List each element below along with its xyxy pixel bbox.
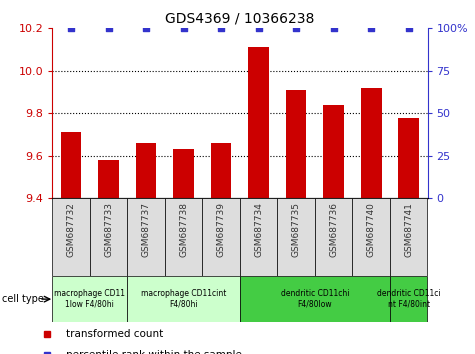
Bar [127,198,165,276]
Text: GSM687740: GSM687740 [367,202,376,257]
Point [368,25,375,31]
Text: percentile rank within the sample: percentile rank within the sample [66,350,242,354]
Text: GSM687734: GSM687734 [254,202,263,257]
Point [218,25,225,31]
Bar [52,198,90,276]
Bar [352,198,390,276]
Text: cell type: cell type [2,294,44,304]
Bar [277,198,315,276]
Bar [127,276,240,322]
Point [142,25,150,31]
Text: GSM687739: GSM687739 [217,202,226,257]
Bar [173,149,194,198]
Text: macrophage CD11
1low F4/80hi: macrophage CD11 1low F4/80hi [54,290,125,309]
Bar [315,198,352,276]
Bar [165,198,202,276]
Bar [248,47,269,198]
Bar [90,198,127,276]
Bar [323,105,344,198]
Bar [211,143,231,198]
Point [405,25,412,31]
Bar [390,198,428,276]
Text: GSM687737: GSM687737 [142,202,151,257]
Bar [240,276,390,322]
Text: GSM687732: GSM687732 [66,202,76,257]
Point [104,25,112,31]
Point [330,25,337,31]
Bar [52,276,127,322]
Point [255,25,262,31]
Text: dendritic CD11ci
nt F4/80int: dendritic CD11ci nt F4/80int [377,290,440,309]
Text: transformed count: transformed count [66,329,163,339]
Bar [286,90,306,198]
Bar [390,276,428,322]
Bar [361,88,381,198]
Point [67,25,75,31]
Bar [136,143,156,198]
Text: dendritic CD11chi
F4/80low: dendritic CD11chi F4/80low [281,290,349,309]
Title: GDS4369 / 10366238: GDS4369 / 10366238 [165,12,314,26]
Text: GSM687735: GSM687735 [292,202,301,257]
Text: GSM687738: GSM687738 [179,202,188,257]
Bar [240,198,277,276]
Bar [202,198,240,276]
Bar [98,160,119,198]
Text: GSM687733: GSM687733 [104,202,113,257]
Text: macrophage CD11cint
F4/80hi: macrophage CD11cint F4/80hi [141,290,226,309]
Bar [61,132,81,198]
Point [292,25,300,31]
Bar [399,118,419,198]
Text: GSM687736: GSM687736 [329,202,338,257]
Text: GSM687741: GSM687741 [404,202,413,257]
Point [180,25,187,31]
